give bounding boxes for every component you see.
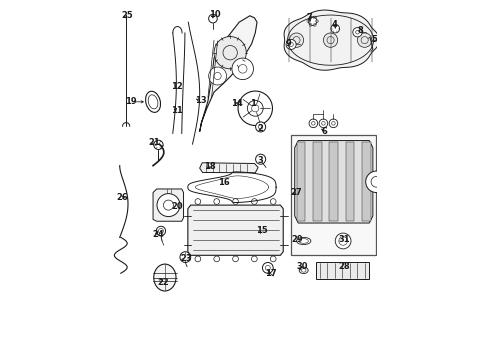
Polygon shape (345, 142, 354, 221)
Polygon shape (153, 189, 183, 221)
Text: 26: 26 (117, 193, 128, 202)
Text: 19: 19 (125, 97, 137, 106)
Circle shape (180, 252, 190, 262)
Circle shape (251, 199, 257, 204)
Polygon shape (312, 142, 321, 221)
Ellipse shape (299, 267, 307, 274)
Circle shape (357, 33, 371, 47)
Circle shape (365, 171, 386, 193)
Text: 13: 13 (195, 96, 206, 105)
Circle shape (270, 256, 276, 262)
Circle shape (208, 67, 226, 85)
Circle shape (156, 226, 165, 235)
Circle shape (255, 154, 265, 164)
Polygon shape (187, 205, 283, 255)
Circle shape (251, 256, 257, 262)
Circle shape (238, 99, 244, 107)
Circle shape (231, 58, 253, 80)
Circle shape (238, 91, 272, 126)
Circle shape (308, 119, 317, 128)
Polygon shape (329, 142, 337, 221)
Circle shape (232, 256, 238, 262)
Text: 31: 31 (338, 235, 349, 244)
Circle shape (157, 194, 180, 217)
Polygon shape (296, 142, 305, 221)
Text: 9: 9 (285, 39, 291, 48)
Text: 7: 7 (306, 13, 312, 22)
Text: 29: 29 (291, 235, 303, 244)
Text: 21: 21 (148, 138, 160, 147)
Circle shape (289, 33, 303, 47)
Circle shape (195, 199, 201, 204)
Text: 14: 14 (231, 99, 243, 108)
Text: 8: 8 (356, 26, 362, 35)
Polygon shape (284, 10, 379, 70)
Text: 10: 10 (209, 10, 221, 19)
Polygon shape (294, 140, 372, 223)
Polygon shape (199, 163, 258, 173)
Text: 11: 11 (171, 106, 183, 115)
Text: 2: 2 (257, 124, 263, 133)
Text: 27: 27 (290, 188, 302, 197)
Text: 28: 28 (338, 262, 349, 271)
Text: 5: 5 (371, 35, 377, 44)
Circle shape (214, 37, 246, 69)
Circle shape (262, 262, 273, 273)
Polygon shape (199, 16, 257, 132)
Circle shape (328, 119, 337, 128)
Text: 12: 12 (171, 82, 183, 91)
Circle shape (232, 199, 238, 204)
Circle shape (308, 17, 316, 26)
Text: 18: 18 (204, 162, 216, 171)
Circle shape (330, 24, 339, 33)
Text: 24: 24 (152, 230, 164, 239)
Text: 20: 20 (171, 202, 182, 211)
Text: 30: 30 (296, 262, 307, 271)
Bar (290, 135, 375, 255)
Text: 3: 3 (257, 156, 263, 165)
Circle shape (195, 256, 201, 262)
Text: 17: 17 (265, 269, 276, 278)
Circle shape (335, 233, 350, 249)
Ellipse shape (296, 237, 310, 244)
Text: 16: 16 (217, 178, 229, 187)
Circle shape (213, 199, 219, 204)
Polygon shape (362, 142, 370, 221)
Circle shape (285, 40, 296, 49)
Circle shape (208, 14, 217, 23)
Circle shape (352, 28, 362, 37)
Text: 4: 4 (331, 20, 337, 29)
Text: 15: 15 (255, 226, 267, 235)
Text: 6: 6 (321, 127, 327, 136)
Circle shape (319, 119, 327, 128)
Ellipse shape (153, 264, 176, 291)
Bar (316, 262, 368, 279)
Circle shape (270, 199, 276, 204)
Circle shape (255, 122, 265, 132)
Text: 1: 1 (249, 99, 255, 108)
Text: 23: 23 (180, 255, 192, 264)
Text: 25: 25 (122, 10, 133, 19)
Text: 22: 22 (158, 278, 169, 287)
Circle shape (323, 33, 337, 47)
Circle shape (213, 256, 219, 262)
